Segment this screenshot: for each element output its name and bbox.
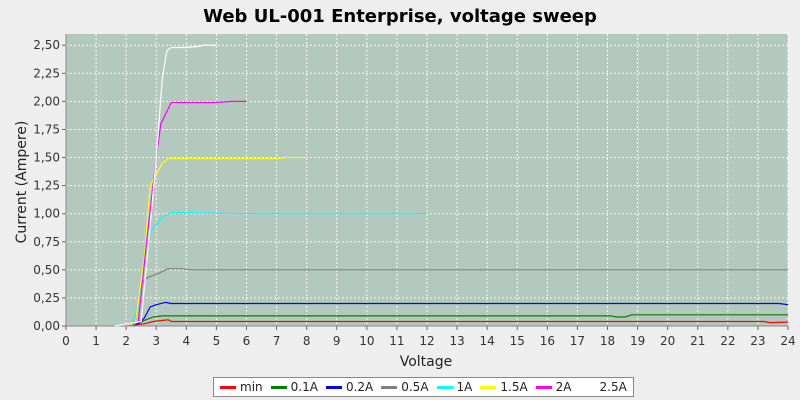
y-axis-label: Current (Ampere) (14, 121, 30, 244)
legend-swatch (579, 385, 596, 389)
legend-item: 1A (436, 380, 473, 394)
legend-item: 0.5A (381, 380, 429, 394)
x-tick-label: 12 (419, 334, 434, 348)
legend-item: 0.1A (270, 380, 318, 394)
x-tick-label: 18 (600, 334, 615, 348)
legend-label: min (240, 380, 263, 394)
legend-label: 1.5A (500, 380, 528, 394)
series-line-2a (114, 100, 247, 327)
legend-swatch (436, 385, 453, 389)
legend-label: 0.5A (401, 380, 429, 394)
x-tick-label: 6 (243, 334, 251, 348)
series-line-1-5a (114, 156, 307, 327)
legend-label: 2.5A (599, 380, 627, 394)
y-tick-label: 0,00 (33, 319, 60, 333)
x-tick-label: 15 (510, 334, 525, 348)
y-tick-label: 0,75 (33, 235, 60, 249)
legend-swatch (535, 385, 552, 389)
x-axis-label: Voltage (400, 354, 453, 370)
y-tick-label: 0,50 (33, 263, 60, 277)
legend-item: 2.5A (579, 380, 627, 394)
x-tick-label: 1 (92, 334, 100, 348)
legend-label: 2A (555, 380, 572, 394)
series-lines (114, 44, 789, 327)
y-tick-label: 2,50 (33, 38, 60, 52)
x-tick-label: 9 (333, 334, 341, 348)
x-tick-label: 19 (630, 334, 645, 348)
y-tick-label: 1,00 (33, 207, 60, 221)
legend-swatch (480, 385, 497, 389)
x-tick-label: 8 (303, 334, 311, 348)
x-tick-label: 5 (213, 334, 221, 348)
y-tick-label: 2,00 (33, 94, 60, 108)
legend-swatch (325, 385, 342, 389)
x-tick-label: 0 (62, 334, 70, 348)
x-tick-label: 22 (720, 334, 735, 348)
x-tick-label: 13 (449, 334, 464, 348)
x-tick-label: 4 (183, 334, 191, 348)
x-tick-label: 7 (273, 334, 281, 348)
x-tick-label: 14 (480, 334, 495, 348)
y-tick-label: 0,25 (33, 291, 60, 305)
chart-title: Web UL-001 Enterprise, voltage sweep (203, 6, 597, 27)
series-line-1a (114, 212, 427, 327)
x-tick-label: 21 (690, 334, 705, 348)
axes: 0 1 2 3 4 5 6 7 8 9 10 11 12 13 14 15 16 17 18 19 20 21 22 23 24… (33, 34, 796, 348)
legend-item: 1.5A (480, 380, 528, 394)
x-tick-label: 17 (570, 334, 585, 348)
legend-label: 0.1A (290, 380, 318, 394)
legend-swatch (381, 385, 398, 389)
x-tick-label: 16 (540, 334, 555, 348)
series-line-2-5a (114, 44, 217, 327)
y-tick-label: 1,25 (33, 179, 60, 193)
x-tick-label: 20 (660, 334, 675, 348)
y-tick-label: 2,25 (33, 66, 60, 80)
legend-swatch (270, 385, 287, 389)
legend-label: 1A (456, 380, 473, 394)
y-tick-label: 1,75 (33, 122, 60, 136)
legend-item: 0.2A (325, 380, 374, 394)
legend-swatch (220, 385, 236, 389)
x-tick-label: 24 (780, 334, 795, 348)
series-line-min (114, 319, 789, 327)
x-tick-label: 11 (389, 334, 404, 348)
chart-legend: min 0.1A 0.2A 0.5A 1A 1.5A 2A 2.5A (213, 377, 634, 397)
y-tick-label: 1,50 (33, 151, 60, 165)
x-tick-label: 3 (152, 334, 160, 348)
legend-label: 0.2A (345, 380, 374, 394)
x-tick-label: 23 (750, 334, 765, 348)
x-tick-label: 10 (359, 334, 374, 348)
legend-item: 2A (535, 380, 572, 394)
legend-item: min (220, 380, 263, 394)
x-tick-label: 2 (122, 334, 130, 348)
